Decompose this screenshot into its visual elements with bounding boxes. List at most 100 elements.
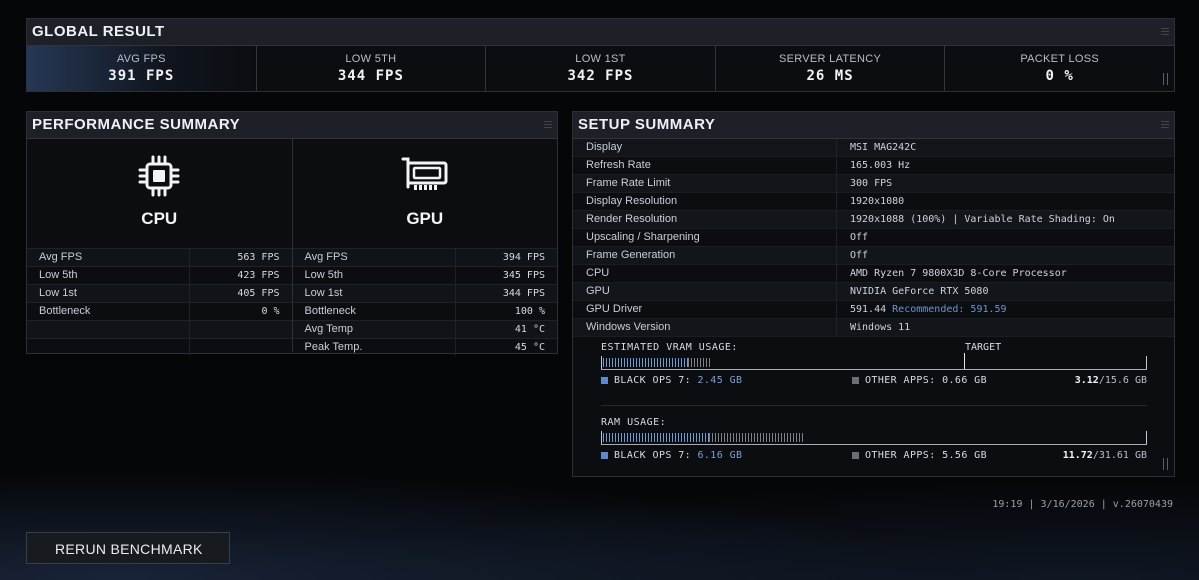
table-row-empty xyxy=(27,338,292,356)
legend-game: BLACK OPS 7: 2.45 GB xyxy=(601,375,852,386)
stat-value: 26 MS xyxy=(806,68,854,84)
legend-game-value: 6.16 GB xyxy=(697,450,743,461)
performance-summary-panel: PERFORMANCE SUMMARY CPU xyxy=(26,111,558,356)
table-row: Avg FPS 394 FPS xyxy=(292,248,557,266)
setup-value: Off xyxy=(850,250,869,261)
panel-grip-icon[interactable] xyxy=(1161,120,1169,128)
gpu-label: GPU xyxy=(406,209,444,228)
table-row: Low 5th 423 FPS xyxy=(27,266,292,284)
vram-title: ESTIMATED VRAM USAGE: xyxy=(601,342,738,353)
ram-title: RAM USAGE: xyxy=(601,417,667,428)
ram-other-fill xyxy=(709,433,804,442)
stat-packet-loss: PACKET LOSS 0 % xyxy=(945,46,1174,91)
table-row: Refresh Rate 165.003 Hz xyxy=(573,157,1174,175)
stat-value: 45 °C xyxy=(514,342,545,353)
table-row: Bottleneck 0 % xyxy=(27,302,292,320)
vram-other-fill xyxy=(688,358,711,367)
stat-label: SERVER LATENCY xyxy=(778,53,882,65)
stat-value: 342 FPS xyxy=(567,68,634,84)
scroll-handle-icon[interactable] xyxy=(1163,458,1168,470)
stat-value: 0 % xyxy=(1045,68,1074,84)
legend-swatch xyxy=(601,451,608,459)
panel-header: PERFORMANCE SUMMARY xyxy=(27,112,557,139)
setup-value: 1920x1088 (100%) | Variable Rate Shading… xyxy=(850,214,1115,225)
setup-value: 165.003 Hz xyxy=(850,160,911,171)
setup-key: GPU Driver xyxy=(573,301,837,318)
table-row: Low 1st 344 FPS xyxy=(292,284,557,302)
panel-grip-icon[interactable] xyxy=(1161,27,1169,35)
stat-value: 394 FPS xyxy=(502,252,545,263)
stat-server-latency: SERVER LATENCY 26 MS xyxy=(716,46,946,91)
cpu-column: CPU Avg FPS 563 FPS Low 5th 423 FPS Low … xyxy=(27,139,293,356)
legend-other-label: OTHER APPS: xyxy=(865,450,936,461)
setup-key: Frame Generation xyxy=(573,247,837,264)
scroll-handle-icon[interactable] xyxy=(1162,73,1168,85)
stat-label: PACKET LOSS xyxy=(1020,53,1100,65)
table-row: Frame Generation Off xyxy=(573,247,1174,265)
stat-label: Low 1st xyxy=(27,285,190,302)
stat-value: 100 % xyxy=(514,306,545,317)
legend-other: OTHER APPS: 5.56 GB xyxy=(852,450,1063,461)
legend-other-label: OTHER APPS: xyxy=(865,375,936,386)
setup-value: NVIDIA GeForce RTX 5080 xyxy=(850,286,989,297)
legend-total: 11.72/31.61 GB xyxy=(1063,450,1147,461)
total-capacity: /31.61 GB xyxy=(1092,450,1147,461)
total-used: 11.72 xyxy=(1062,450,1093,461)
setup-value: AMD Ryzen 7 9800X3D 8-Core Processor xyxy=(850,268,1067,279)
setup-key: Windows Version xyxy=(573,319,837,336)
bar-end-tick xyxy=(1146,356,1147,369)
table-row: CPU AMD Ryzen 7 9800X3D 8-Core Processor xyxy=(573,265,1174,283)
empty-cell xyxy=(190,339,292,356)
legend-game-value: 2.45 GB xyxy=(697,375,743,386)
stat-value: 344 FPS xyxy=(502,288,545,299)
stat-label: Bottleneck xyxy=(293,303,456,320)
stat-label: Avg FPS xyxy=(27,249,190,266)
legend-game-label: BLACK OPS 7: xyxy=(614,375,692,386)
table-row: GPU NVIDIA GeForce RTX 5080 xyxy=(573,283,1174,301)
cpu-stats: Avg FPS 563 FPS Low 5th 423 FPS Low 1st … xyxy=(27,248,292,356)
cpu-label: CPU xyxy=(141,209,178,228)
setup-key: Display Resolution xyxy=(573,193,837,210)
table-row: Frame Rate Limit 300 FPS xyxy=(573,175,1174,193)
legend-swatch xyxy=(852,376,859,384)
stat-label: Avg FPS xyxy=(293,249,456,266)
panel-grip-icon[interactable] xyxy=(544,120,552,128)
legend-other: OTHER APPS: 0.66 GB xyxy=(852,375,1075,386)
setup-value: 300 FPS xyxy=(850,178,893,189)
setup-value: MSI MAG242C xyxy=(850,142,917,153)
setup-key: Frame Rate Limit xyxy=(573,175,837,192)
empty-cell xyxy=(27,321,190,338)
bar-start-tick xyxy=(601,431,602,444)
stat-value: 344 FPS xyxy=(337,68,404,84)
legend-other-value: 5.56 GB xyxy=(942,450,988,461)
driver-version: 591.44 xyxy=(850,304,887,315)
table-row: Low 5th 345 FPS xyxy=(292,266,557,284)
vram-legend: BLACK OPS 7: 2.45 GB OTHER APPS: 0.66 GB… xyxy=(601,375,1147,386)
table-row: Windows Version Windows 11 xyxy=(573,319,1174,337)
vram-target-marker xyxy=(964,353,965,369)
legend-game: BLACK OPS 7: 6.16 GB xyxy=(601,450,852,461)
setup-key: GPU xyxy=(573,283,837,300)
table-row-empty xyxy=(27,320,292,338)
legend-other-value: 0.66 GB xyxy=(942,375,988,386)
recommended-driver: Recommended: 591.59 xyxy=(892,304,1007,315)
table-row: Bottleneck 100 % xyxy=(292,302,557,320)
stat-label: Peak Temp. xyxy=(293,339,456,356)
total-used: 3.12 xyxy=(1074,375,1099,386)
ram-usage: RAM USAGE: BLACK OPS 7: 6.16 GB OTHER AP… xyxy=(601,417,1147,461)
stat-low-1st: LOW 1ST 342 FPS xyxy=(486,46,716,91)
stat-value: 391 FPS xyxy=(108,68,175,84)
build-info: 19:19 | 3/16/2026 | v.26070439 xyxy=(992,499,1173,510)
rerun-benchmark-button[interactable]: RERUN BENCHMARK xyxy=(26,532,230,564)
table-row: Low 1st 405 FPS xyxy=(27,284,292,302)
table-row: Display Resolution 1920x1080 xyxy=(573,193,1174,211)
stat-label: Low 5th xyxy=(27,267,190,284)
setup-key: Upscaling / Sharpening xyxy=(573,229,837,246)
setup-key: CPU xyxy=(573,265,837,282)
gpu-icon xyxy=(401,157,448,190)
panel-header: SETUP SUMMARY xyxy=(573,112,1174,139)
gpu-column: GPU Avg FPS 394 FPS Low 5th 345 FPS Low … xyxy=(292,139,557,356)
stat-label: Low 1st xyxy=(293,285,456,302)
setup-value: 591.44 Recommended: 591.59 xyxy=(837,301,1174,318)
legend-swatch xyxy=(852,451,859,459)
